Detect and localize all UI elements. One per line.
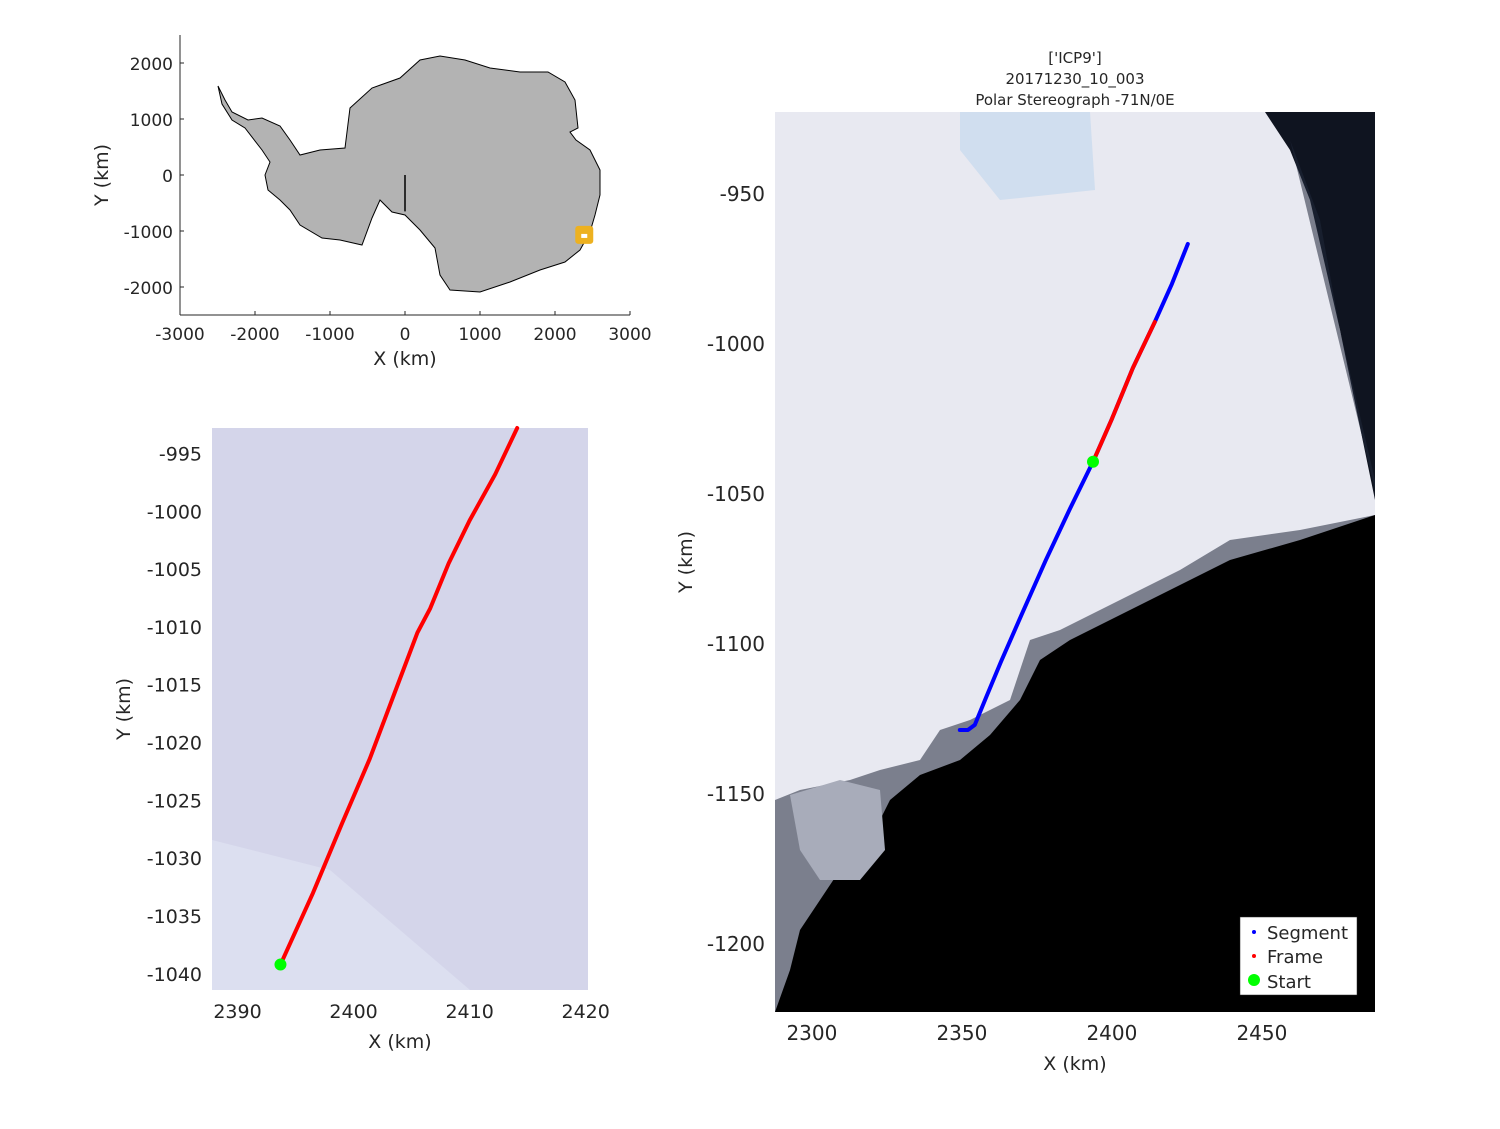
x-tick-label: 2000 bbox=[533, 325, 576, 345]
frame-track bbox=[278, 426, 520, 967]
x-tick-label: 1000 bbox=[458, 325, 501, 345]
x-tick-label: 0 bbox=[400, 325, 411, 345]
y-axis-label: Y (km) bbox=[113, 678, 135, 741]
location-marker-inner bbox=[581, 233, 588, 238]
antarctica-landmass bbox=[217, 55, 601, 293]
x-axis-label: X (km) bbox=[1043, 1053, 1106, 1075]
x-tick-label: 2450 bbox=[1236, 1021, 1287, 1045]
y-tick-label: -1200 bbox=[707, 932, 765, 956]
x-tick-label: 2390 bbox=[213, 1001, 261, 1023]
legend-marker-start bbox=[1248, 974, 1260, 986]
y-tick-label: -1000 bbox=[707, 332, 765, 356]
x-tick-label: 2300 bbox=[786, 1021, 837, 1045]
legend-label-frame: Frame bbox=[1267, 947, 1323, 968]
y-tick-label: -2000 bbox=[124, 279, 173, 299]
melt-pond-area bbox=[960, 112, 1095, 200]
y-tick-label: 1000 bbox=[130, 111, 173, 131]
segment-map-axes: 2300 2350 2400 2450 -950 -1000 -1050 -1100 -1150… bbox=[675, 49, 1375, 1075]
ocean-black bbox=[775, 515, 1375, 1012]
y-tick-label: -1000 bbox=[124, 223, 173, 243]
x-tick-label: 2420 bbox=[561, 1001, 609, 1023]
y-tick-label: -1000 bbox=[147, 501, 202, 523]
x-tick-label: 2410 bbox=[445, 1001, 493, 1023]
legend-marker-frame bbox=[1252, 954, 1256, 958]
x-tick-label: 2400 bbox=[1086, 1021, 1137, 1045]
y-axis-label: Y (km) bbox=[675, 531, 697, 594]
iceberg bbox=[790, 780, 885, 880]
image-tile-seam bbox=[212, 840, 470, 990]
x-tick-label: -3000 bbox=[155, 325, 204, 345]
x-tick-label: -2000 bbox=[230, 325, 279, 345]
frame-track bbox=[1091, 320, 1157, 464]
start-marker bbox=[274, 958, 287, 971]
x-tick-label: 2350 bbox=[936, 1021, 987, 1045]
y-tick-label: -1150 bbox=[707, 782, 765, 806]
ocean-northeast bbox=[1265, 112, 1375, 500]
y-tick-label: -1100 bbox=[707, 632, 765, 656]
legend: Segment Frame Start bbox=[1239, 916, 1358, 996]
y-tick-label: -1010 bbox=[147, 617, 202, 639]
y-tick-label: -995 bbox=[159, 443, 202, 465]
start-marker bbox=[1087, 455, 1099, 468]
x-tick-label: 3000 bbox=[608, 325, 651, 345]
y-tick-label: -1015 bbox=[147, 675, 202, 697]
y-tick-label: -1025 bbox=[147, 790, 202, 812]
legend-label-segment: Segment bbox=[1267, 923, 1348, 944]
legend-label-start: Start bbox=[1267, 972, 1311, 993]
y-tick-label: -950 bbox=[720, 182, 765, 206]
y-tick-label: -1040 bbox=[147, 964, 202, 986]
y-tick-label: -1005 bbox=[147, 559, 202, 581]
frame-zoom-axes: 2390 2400 2410 2420 -995 -1000 -1005 -1010 -1015… bbox=[113, 426, 610, 1053]
y-tick-label: -1030 bbox=[147, 848, 202, 870]
x-tick-label: 2400 bbox=[329, 1001, 377, 1023]
title-line-3: Polar Stereograph -71N/0E bbox=[975, 91, 1174, 109]
x-axis-label: X (km) bbox=[368, 1031, 431, 1053]
title-line-2: 20171230_10_003 bbox=[1005, 70, 1144, 89]
x-axis-label: X (km) bbox=[373, 348, 436, 370]
y-tick-label: -1050 bbox=[707, 482, 765, 506]
title-line-1: ['ICP9'] bbox=[1048, 49, 1101, 67]
y-tick-label: 2000 bbox=[130, 55, 173, 75]
y-tick-label: -1020 bbox=[147, 733, 202, 755]
y-tick-label: -1035 bbox=[147, 906, 202, 928]
legend-marker-segment bbox=[1252, 930, 1256, 934]
y-tick-label: 0 bbox=[162, 167, 173, 187]
y-axis-label: Y (km) bbox=[91, 144, 113, 207]
x-tick-label: -1000 bbox=[305, 325, 354, 345]
overview-axes: -3000 -2000 -1000 0 1000 2000 3000 2000 1000 0 -10… bbox=[91, 35, 652, 370]
